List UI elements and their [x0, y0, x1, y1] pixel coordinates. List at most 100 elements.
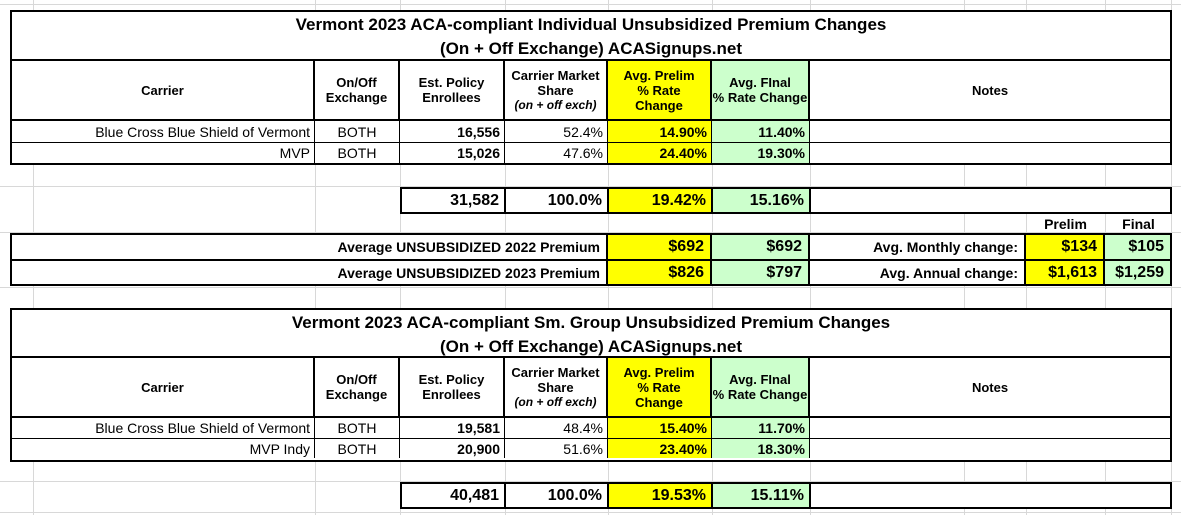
prelim-rate-cell: 14.90%: [608, 121, 712, 142]
header-row: Carrier On/Off Exchange Est. Policy Enro…: [12, 61, 1170, 121]
title-line-2: (On + Off Exchange) ACASignups.net: [439, 337, 743, 356]
header-line: % Rate Change: [712, 387, 808, 402]
small-group-totals-row: 40,481 100.0% 19.53% 15.11%: [400, 482, 1172, 509]
total-notes-cell: [811, 484, 1170, 507]
market-share-cell: 51.6%: [505, 439, 608, 458]
change-prelim-cell: $1,613: [1026, 261, 1105, 284]
header-line: On/Off: [336, 75, 377, 90]
enrollees-cell: 19,581: [400, 418, 505, 438]
header-line: % Rate: [637, 82, 681, 98]
exchange-cell: BOTH: [315, 121, 400, 142]
small-group-table-title: Vermont 2023 ACA-compliant Sm. Group Uns…: [12, 310, 1170, 358]
change-prelim-cell: $134: [1026, 235, 1105, 259]
carrier-header: Carrier: [12, 358, 315, 416]
header-line: Share: [537, 82, 574, 98]
individual-totals-row: 31,582 100.0% 19.42% 15.16%: [400, 187, 1172, 214]
carrier-cell: MVP: [12, 143, 315, 163]
header-line: Est. Policy: [418, 75, 485, 90]
change-final-cell: $1,259: [1105, 261, 1170, 284]
header-row: Carrier On/Off Exchange Est. Policy Enro…: [12, 358, 1170, 418]
exchange-header: On/Off Exchange: [315, 61, 400, 119]
header-line: Avg. Prelim: [623, 67, 695, 83]
header-line: Avg. FInal: [729, 372, 791, 387]
header-line: Share: [537, 379, 574, 395]
notes-cell: [810, 121, 1170, 142]
final-rate-cell: 11.40%: [712, 121, 810, 142]
header-line: Avg. FInal: [729, 75, 791, 90]
market-share-cell: 48.4%: [505, 418, 608, 438]
prelim-rate-cell: 15.40%: [608, 418, 712, 438]
header-line: Enrollees: [422, 90, 481, 105]
enrollees-header: Est. Policy Enrollees: [400, 358, 505, 416]
header-line: % Rate: [637, 379, 681, 395]
premium-prelim-cell: $826: [608, 261, 712, 284]
prelim-rate-cell: 23.40%: [608, 439, 712, 458]
enrollees-cell: 15,026: [400, 143, 505, 163]
notes-cell: [810, 143, 1170, 163]
enrollees-cell: 16,556: [400, 121, 505, 142]
premium-comparison-table: Average UNSUBSIDIZED 2022 Premium $692 $…: [10, 233, 1172, 286]
notes-header: Notes: [971, 379, 1009, 395]
enrollees-header: Est. Policy Enrollees: [400, 61, 505, 119]
header-line: Enrollees: [422, 387, 481, 402]
title-line-1: Vermont 2023 ACA-compliant Sm. Group Uns…: [291, 313, 891, 332]
title-line-1: Vermont 2023 ACA-compliant Individual Un…: [295, 15, 887, 34]
header-line: Change: [635, 97, 683, 113]
exchange-cell: BOTH: [315, 418, 400, 438]
change-label: Avg. Monthly change:: [810, 235, 1026, 259]
total-prelim-cell: 19.42%: [609, 189, 713, 212]
table-row: Blue Cross Blue Shield of Vermont BOTH 1…: [12, 418, 1170, 438]
prelim-rate-cell: 24.40%: [608, 143, 712, 163]
table-row: Blue Cross Blue Shield of Vermont BOTH 1…: [12, 121, 1170, 142]
header-line: Carrier Market: [511, 364, 600, 380]
premium-row: Average UNSUBSIDIZED 2023 Premium $826 $…: [12, 259, 1170, 284]
final-rate-header: Avg. FInal % Rate Change: [712, 358, 810, 416]
header-line: % Rate Change: [712, 90, 808, 105]
premium-final-cell: $797: [712, 261, 810, 284]
premium-final-cell: $692: [712, 235, 810, 259]
premium-row-label: Average UNSUBSIDIZED 2023 Premium: [12, 261, 608, 284]
header-line: Avg. Prelim: [623, 364, 695, 380]
individual-table-title: Vermont 2023 ACA-compliant Individual Un…: [12, 12, 1170, 61]
change-label: Avg. Annual change:: [810, 261, 1026, 284]
total-enrollees-cell: 40,481: [402, 484, 506, 507]
header-line: Exchange: [325, 90, 388, 105]
market-share-cell: 47.6%: [505, 143, 608, 163]
change-final-cell: $105: [1105, 235, 1170, 259]
premium-prelim-cell: $692: [608, 235, 712, 259]
header-note: (on + off exch): [514, 394, 597, 409]
notes-cell: [810, 439, 1170, 458]
total-share-cell: 100.0%: [506, 189, 609, 212]
premium-row: Average UNSUBSIDIZED 2022 Premium $692 $…: [12, 235, 1170, 259]
prelim-rate-header: Avg. Prelim % Rate Change: [608, 358, 712, 416]
exchange-cell: BOTH: [315, 143, 400, 163]
table-row: MVP BOTH 15,026 47.6% 24.40% 19.30%: [12, 142, 1170, 163]
table-row: MVP Indy BOTH 20,900 51.6% 23.40% 18.30%: [12, 438, 1170, 458]
final-rate-cell: 19.30%: [712, 143, 810, 163]
final-rate-header: Avg. FInal % Rate Change: [712, 61, 810, 119]
total-enrollees-cell: 31,582: [402, 189, 506, 212]
carrier-header: Carrier: [12, 61, 315, 119]
carrier-cell: Blue Cross Blue Shield of Vermont: [12, 418, 315, 438]
enrollees-cell: 20,900: [400, 439, 505, 458]
header-line: On/Off: [336, 372, 377, 387]
exchange-cell: BOTH: [315, 439, 400, 458]
header-line: Carrier Market: [511, 67, 600, 83]
header-line: Est. Policy: [418, 372, 485, 387]
final-rate-cell: 11.70%: [712, 418, 810, 438]
premium-row-label: Average UNSUBSIDIZED 2022 Premium: [12, 235, 608, 259]
notes-header: Notes: [971, 82, 1009, 98]
final-rate-cell: 18.30%: [712, 439, 810, 458]
notes-cell: [810, 418, 1170, 438]
market-share-header: Carrier Market Share (on + off exch): [505, 358, 608, 416]
title-line-2: (On + Off Exchange) ACASignups.net: [439, 39, 743, 58]
total-notes-cell: [811, 189, 1170, 212]
total-prelim-cell: 19.53%: [609, 484, 713, 507]
final-column-label: Final: [1122, 215, 1155, 232]
carrier-cell: Blue Cross Blue Shield of Vermont: [12, 121, 315, 142]
total-share-cell: 100.0%: [506, 484, 609, 507]
prelim-column-label: Prelim: [1044, 215, 1087, 232]
market-share-cell: 52.4%: [505, 121, 608, 142]
small-group-table: Vermont 2023 ACA-compliant Sm. Group Uns…: [10, 308, 1172, 462]
